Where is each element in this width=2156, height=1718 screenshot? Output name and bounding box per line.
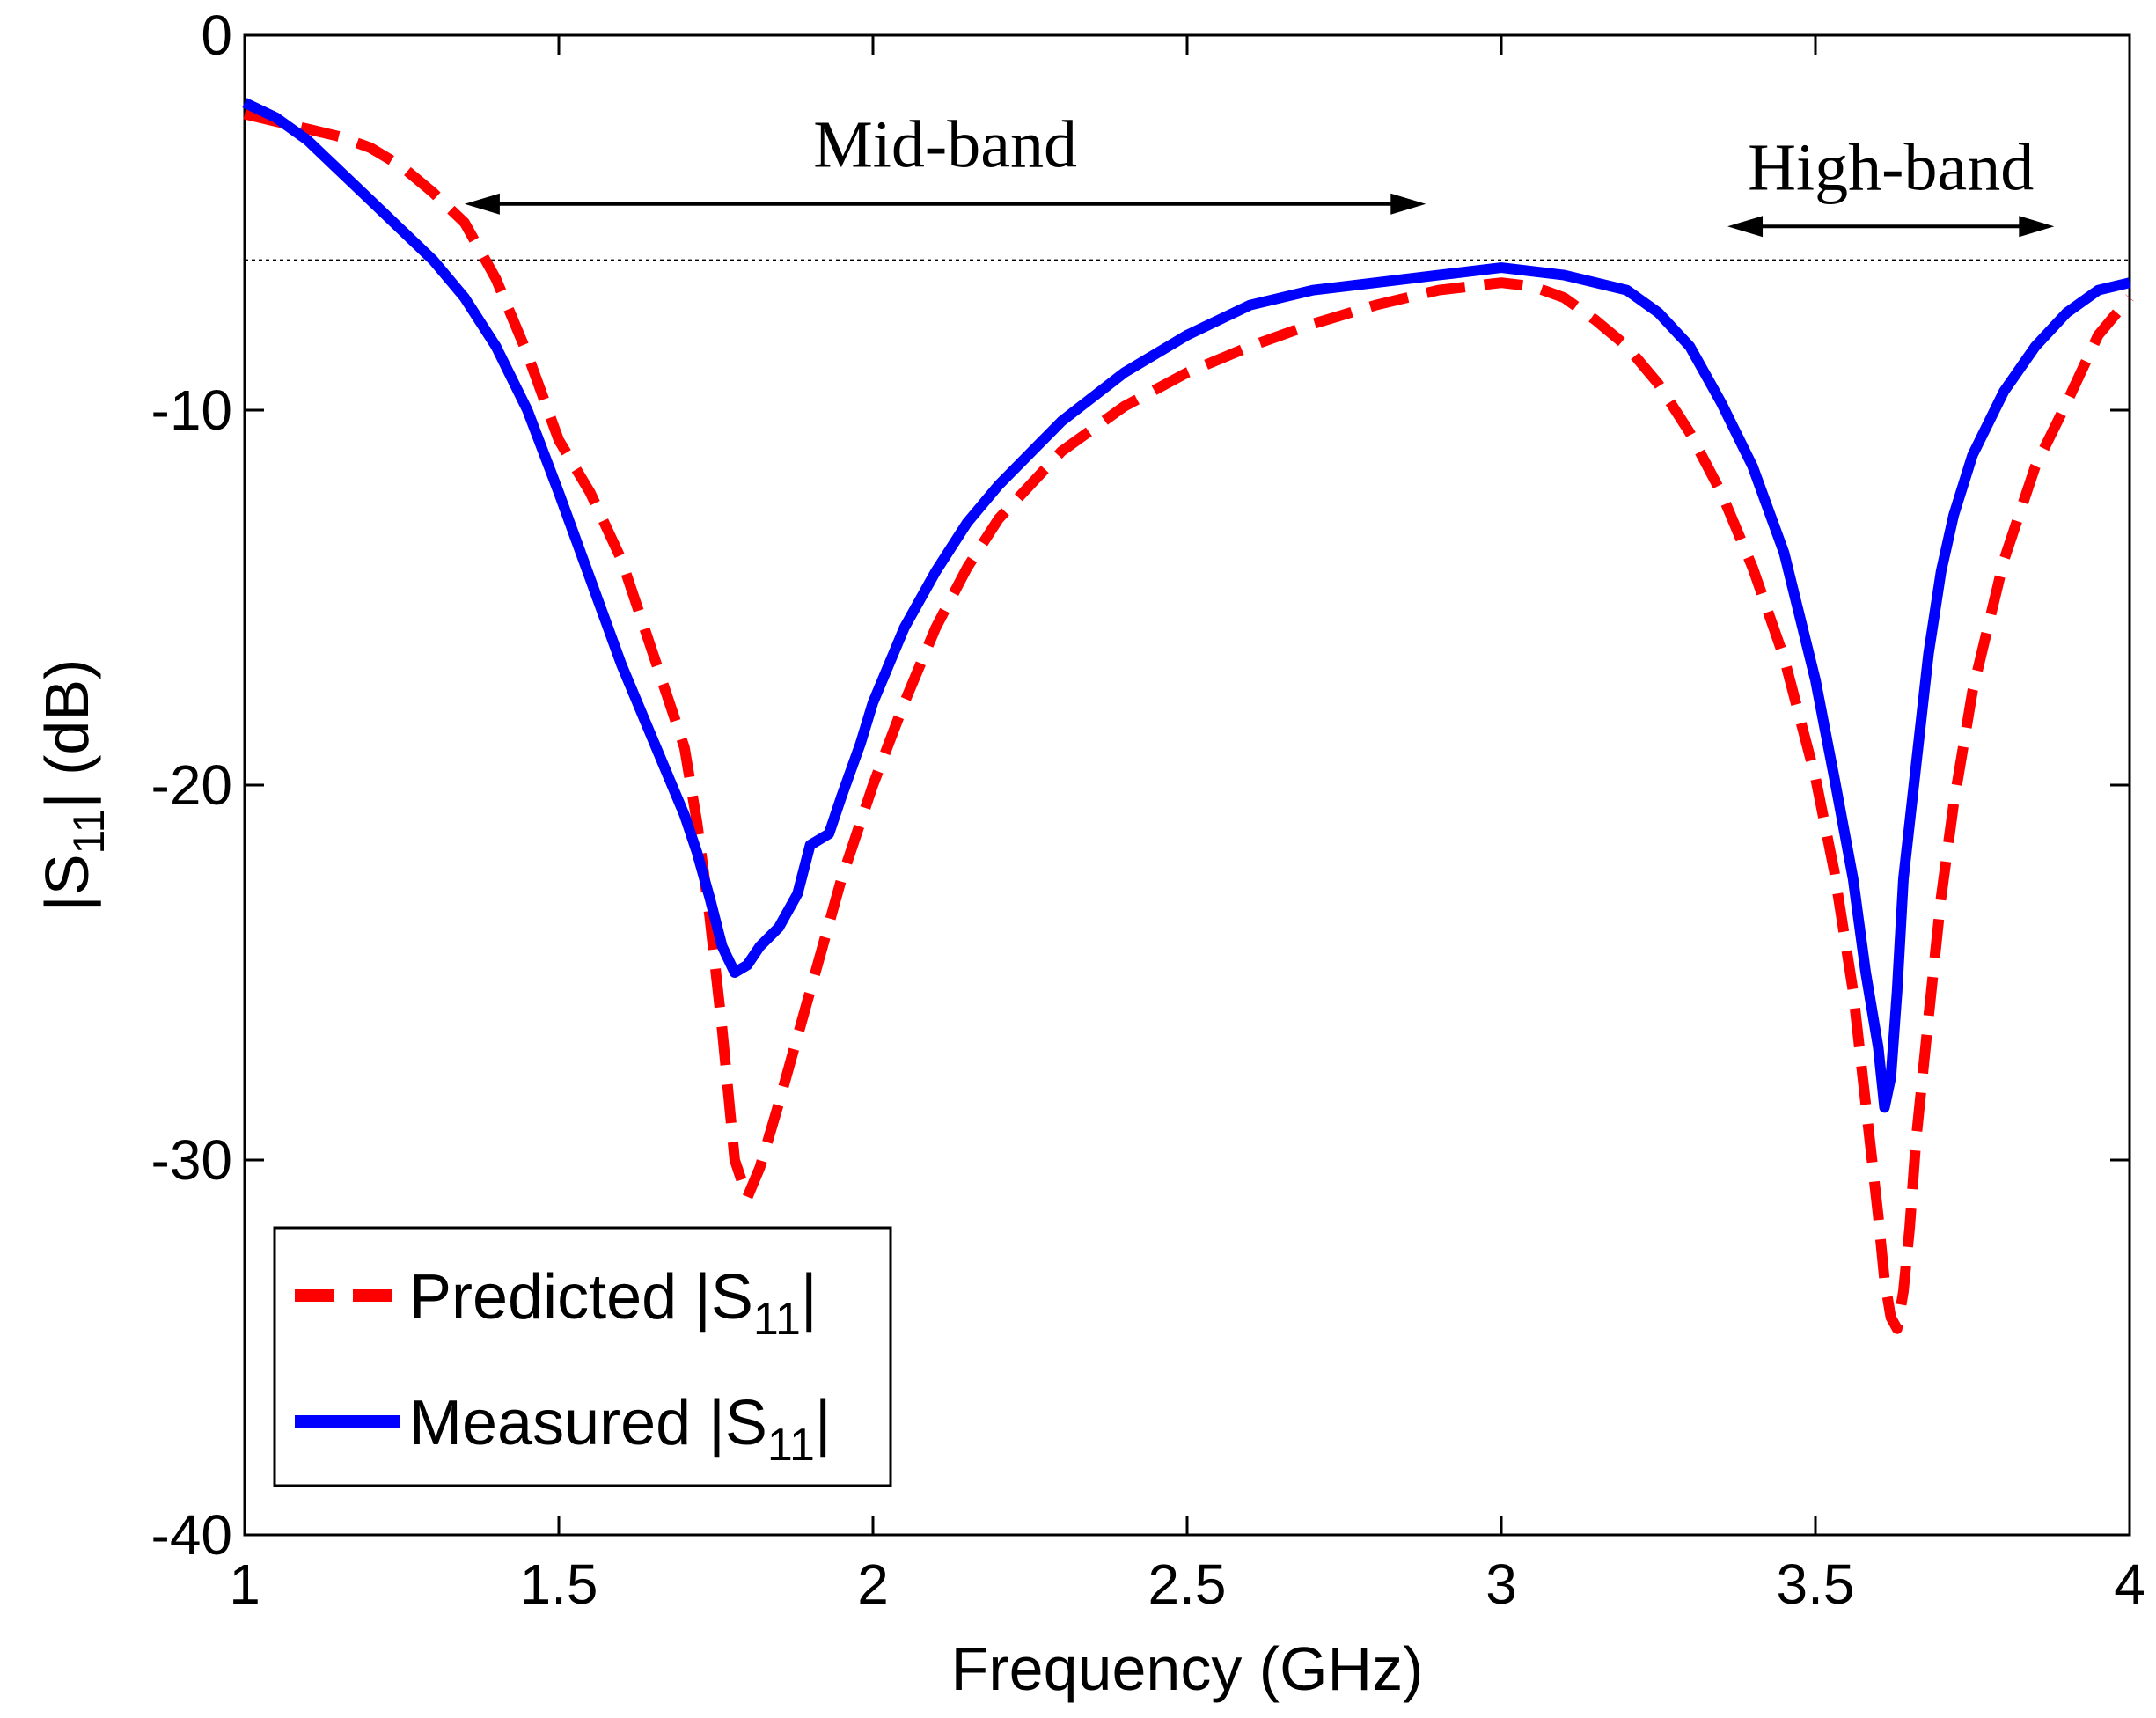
x-tick-label: 1.5	[520, 1553, 598, 1616]
y-tick-label: -30	[151, 1128, 233, 1192]
y-tick-label: -10	[151, 378, 233, 442]
mid-band-arrow-head-left	[464, 193, 500, 215]
x-tick-label: 4	[2114, 1553, 2145, 1616]
y-axis-title: |S11| (dB)	[33, 659, 114, 912]
band-annotations: Mid-band High-band	[464, 108, 2055, 238]
x-tick-label: 3.5	[1777, 1553, 1855, 1616]
legend-predicted-label: Predicted |S11|	[409, 1262, 818, 1345]
legend-measured-label: Measured |S11|	[409, 1388, 832, 1471]
y-tick-labels: 0 -10 -20 -30 -40	[151, 4, 233, 1567]
y-tick-label: -20	[151, 753, 233, 817]
x-tick-labels: 1 1.5 2 2.5 3 3.5 4	[229, 1553, 2145, 1616]
mid-band-arrow-head-right	[1390, 193, 1426, 215]
predicted-s11-line	[243, 108, 2134, 1334]
x-tick-label: 2	[857, 1553, 889, 1616]
mid-band-label: Mid-band	[813, 108, 1077, 182]
high-band-arrow-head-left	[1727, 216, 1764, 238]
axis-ticks	[243, 33, 2131, 1537]
data-series	[242, 98, 2134, 1334]
high-band-arrow-head-right	[2019, 216, 2055, 238]
y-tick-label: -40	[151, 1503, 233, 1567]
legend-box	[273, 1226, 892, 1487]
x-tick-label: 3	[1485, 1553, 1517, 1616]
x-tick-label: 2.5	[1148, 1553, 1227, 1616]
y-tick-label: 0	[201, 4, 232, 67]
x-tick-label: 1	[229, 1553, 260, 1616]
measured-s11-line	[242, 98, 2131, 1113]
high-band-label: High-band	[1748, 130, 2034, 204]
x-axis-title: Frequency (GHz)	[951, 1634, 1424, 1703]
legend: Predicted |S11| Measured |S11|	[273, 1226, 892, 1487]
